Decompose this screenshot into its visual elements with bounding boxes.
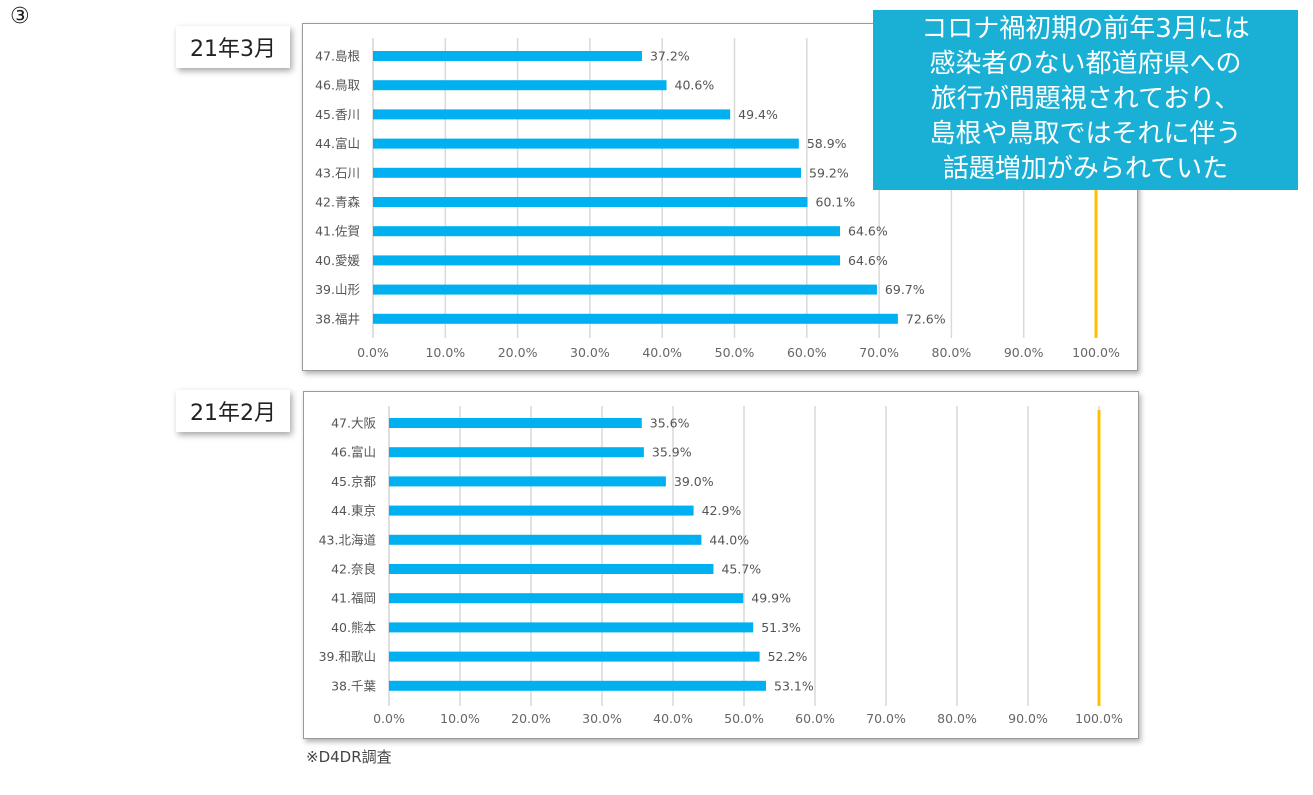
bar-chart-march: 0.0% 10.0% 20.0% 30.0% 40.0% 50.0% 60.0% 70.0% 8… — [315, 38, 1120, 360]
category-label: 39.山形 — [315, 282, 360, 297]
bar — [373, 313, 898, 324]
bar — [389, 534, 702, 545]
callout-line: 話題増加がみられていた — [942, 154, 1229, 184]
data-label: 49.9% — [751, 591, 791, 606]
category-label: 44.東京 — [331, 503, 376, 518]
bar — [373, 255, 841, 266]
category-label: 43.石川 — [315, 165, 360, 180]
chart-title-march: 21年3月 — [176, 26, 290, 68]
category-label: 43.北海道 — [319, 532, 377, 547]
chart-panel-february: 0.0% 10.0% 20.0% 30.0% 40.0% 50.0% 60.0% 70.0% 8… — [303, 391, 1139, 739]
x-tick-label: 10.0% — [425, 345, 465, 360]
bar — [373, 109, 731, 120]
x-tick-label: 0.0% — [357, 345, 389, 360]
x-tick-label: 70.0% — [859, 345, 899, 360]
data-label: 52.2% — [768, 649, 808, 664]
x-tick-label: 30.0% — [582, 711, 622, 726]
x-tick-label: 30.0% — [570, 345, 610, 360]
callout-line: コロナ禍初期の前年3月には — [921, 14, 1250, 44]
x-tick-label: 80.0% — [937, 711, 977, 726]
data-label: 45.7% — [721, 562, 761, 577]
category-label: 44.富山 — [315, 136, 360, 151]
data-label: 37.2% — [650, 49, 690, 64]
category-label: 42.奈良 — [331, 562, 376, 577]
category-label: 39.和歌山 — [319, 649, 376, 664]
x-tick-label: 60.0% — [795, 711, 835, 726]
x-tick-label: 10.0% — [440, 711, 480, 726]
category-label: 38.千葉 — [331, 678, 376, 693]
data-label: 44.0% — [709, 532, 749, 547]
chart-title-february: 21年2月 — [176, 390, 290, 432]
x-tick-label: 0.0% — [373, 711, 405, 726]
data-label: 64.6% — [848, 224, 888, 239]
x-tick-label: 80.0% — [932, 345, 972, 360]
category-label: 46.鳥取 — [315, 78, 360, 93]
x-tick-label: 40.0% — [642, 345, 682, 360]
x-tick-label: 50.0% — [724, 711, 764, 726]
data-label: 69.7% — [885, 282, 925, 297]
x-tick-label: 60.0% — [787, 345, 827, 360]
data-label: 58.9% — [807, 136, 847, 151]
category-label: 47.大阪 — [331, 416, 376, 431]
callout-line: 旅行が問題視されており、 — [930, 84, 1241, 114]
data-label: 40.6% — [675, 78, 715, 93]
data-label: 35.6% — [650, 416, 690, 431]
bar — [389, 476, 666, 487]
data-label: 64.6% — [848, 253, 888, 268]
bar — [389, 651, 760, 662]
data-label: 51.3% — [761, 620, 801, 635]
bar — [373, 80, 667, 91]
x-tick-label: 50.0% — [715, 345, 755, 360]
data-label: 35.9% — [652, 445, 692, 460]
category-label: 46.富山 — [331, 445, 376, 460]
bar — [373, 51, 642, 61]
data-label: 60.1% — [816, 195, 856, 210]
category-label: 42.青森 — [315, 195, 360, 210]
bar — [389, 505, 694, 516]
bar — [389, 564, 714, 574]
bar — [373, 138, 799, 149]
data-label: 59.2% — [809, 165, 849, 180]
data-label: 72.6% — [906, 311, 946, 326]
bar — [389, 418, 642, 428]
category-label: 45.香川 — [315, 107, 360, 122]
x-tick-label: 20.0% — [498, 345, 538, 360]
callout-box: コロナ禍初期の前年3月には 感染者のない都道府県への 旅行が問題視されており、 … — [873, 10, 1298, 190]
bar — [373, 197, 808, 207]
bar — [389, 680, 767, 691]
category-label: 41.福岡 — [331, 591, 376, 606]
callout-line: 感染者のない都道府県への — [929, 49, 1242, 79]
data-label: 39.0% — [674, 474, 714, 489]
bar — [389, 447, 644, 458]
bar — [389, 593, 744, 604]
category-label: 41.佐賀 — [315, 224, 360, 239]
category-label: 40.熊本 — [331, 620, 376, 635]
x-tick-label: 90.0% — [1008, 711, 1048, 726]
category-label: 40.愛媛 — [315, 253, 360, 268]
x-tick-label: 90.0% — [1004, 345, 1044, 360]
bar-chart-february: 0.0% 10.0% 20.0% 30.0% 40.0% 50.0% 60.0% 70.0% 8… — [319, 406, 1123, 726]
source-note: ※D4DR調査 — [306, 748, 392, 766]
data-label: 42.9% — [702, 503, 742, 518]
section-marker: ③ — [10, 4, 30, 29]
category-label: 45.京都 — [331, 474, 376, 489]
bar — [373, 167, 802, 178]
callout-line: 島根や鳥取ではそれに伴う — [929, 119, 1242, 149]
x-tick-label: 40.0% — [653, 711, 693, 726]
x-tick-label: 20.0% — [511, 711, 551, 726]
bar — [389, 622, 754, 633]
data-label: 49.4% — [738, 107, 778, 122]
x-tick-label: 100.0% — [1075, 711, 1123, 726]
x-tick-label: 70.0% — [866, 711, 906, 726]
bar — [373, 284, 877, 295]
data-label: 53.1% — [774, 678, 814, 693]
bar — [373, 226, 841, 237]
category-label: 47.島根 — [315, 49, 360, 64]
x-tick-label: 100.0% — [1072, 345, 1120, 360]
category-label: 38.福井 — [315, 311, 360, 326]
